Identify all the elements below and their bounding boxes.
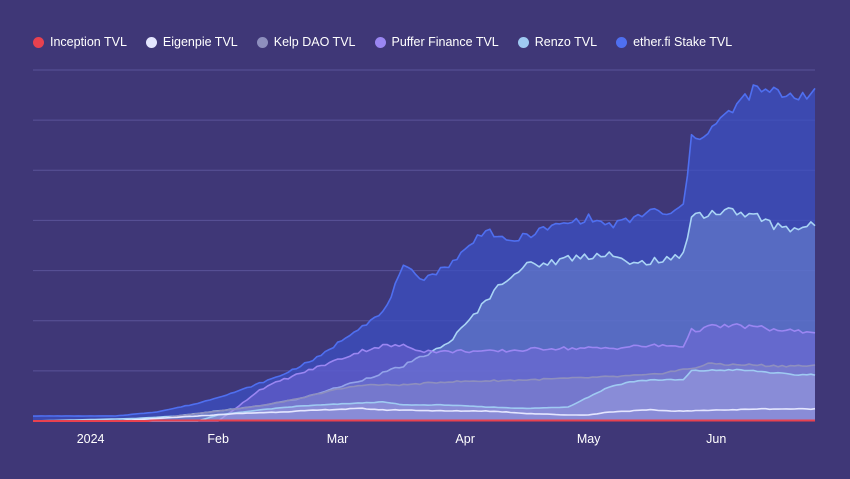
- x-tick-label: Feb: [207, 432, 229, 446]
- legend: Inception TVL Eigenpie TVL Kelp DAO TVL …: [33, 33, 751, 51]
- x-tick-label: May: [577, 432, 601, 446]
- legend-dot-puffer-finance: [374, 36, 386, 48]
- legend-item-ether-fi[interactable]: ether.fi Stake TVL: [616, 35, 732, 49]
- series-area-kelp-dao-tvl: [33, 363, 815, 421]
- legend-item-kelp-dao[interactable]: Kelp DAO TVL: [256, 35, 356, 49]
- series-line-ether-fi-stake-tvl: [33, 84, 816, 417]
- x-tick-label: Jun: [706, 432, 726, 446]
- legend-label-ether-fi: ether.fi Stake TVL: [633, 35, 733, 49]
- legend-item-eigenpie[interactable]: Eigenpie TVL: [145, 35, 238, 49]
- legend-item-renzo[interactable]: Renzo TVL: [517, 35, 598, 49]
- legend-dot-eigenpie: [145, 36, 157, 48]
- series-line-renzo-tvl-total: [32, 207, 816, 422]
- legend-label-inception: Inception TVL: [50, 35, 127, 49]
- legend-item-puffer-finance[interactable]: Puffer Finance TVL: [374, 35, 499, 49]
- x-tick-label: Apr: [455, 432, 474, 446]
- x-tick-label: Mar: [327, 432, 349, 446]
- legend-dot-kelp-dao: [256, 36, 268, 48]
- legend-label-puffer-finance: Puffer Finance TVL: [391, 35, 499, 49]
- x-tick-label: 2024: [77, 432, 105, 446]
- legend-label-renzo: Renzo TVL: [534, 35, 598, 49]
- legend-dot-renzo: [517, 36, 529, 48]
- series-area-puffer-finance-tvl: [33, 323, 815, 421]
- legend-label-kelp-dao: Kelp DAO TVL: [273, 35, 356, 49]
- series-area-renzo-tvl: [33, 369, 815, 421]
- legend-label-eigenpie: Eigenpie TVL: [162, 35, 238, 49]
- legend-dot-inception: [33, 36, 44, 48]
- series-area-renzo-tvl-total: [33, 207, 815, 421]
- series-line-inception-tvl: [33, 419, 815, 422]
- legend-item-inception[interactable]: Inception TVL: [33, 35, 127, 49]
- legend-dot-ether-fi: [616, 36, 628, 48]
- series-line-eigenpie-tvl: [33, 407, 816, 422]
